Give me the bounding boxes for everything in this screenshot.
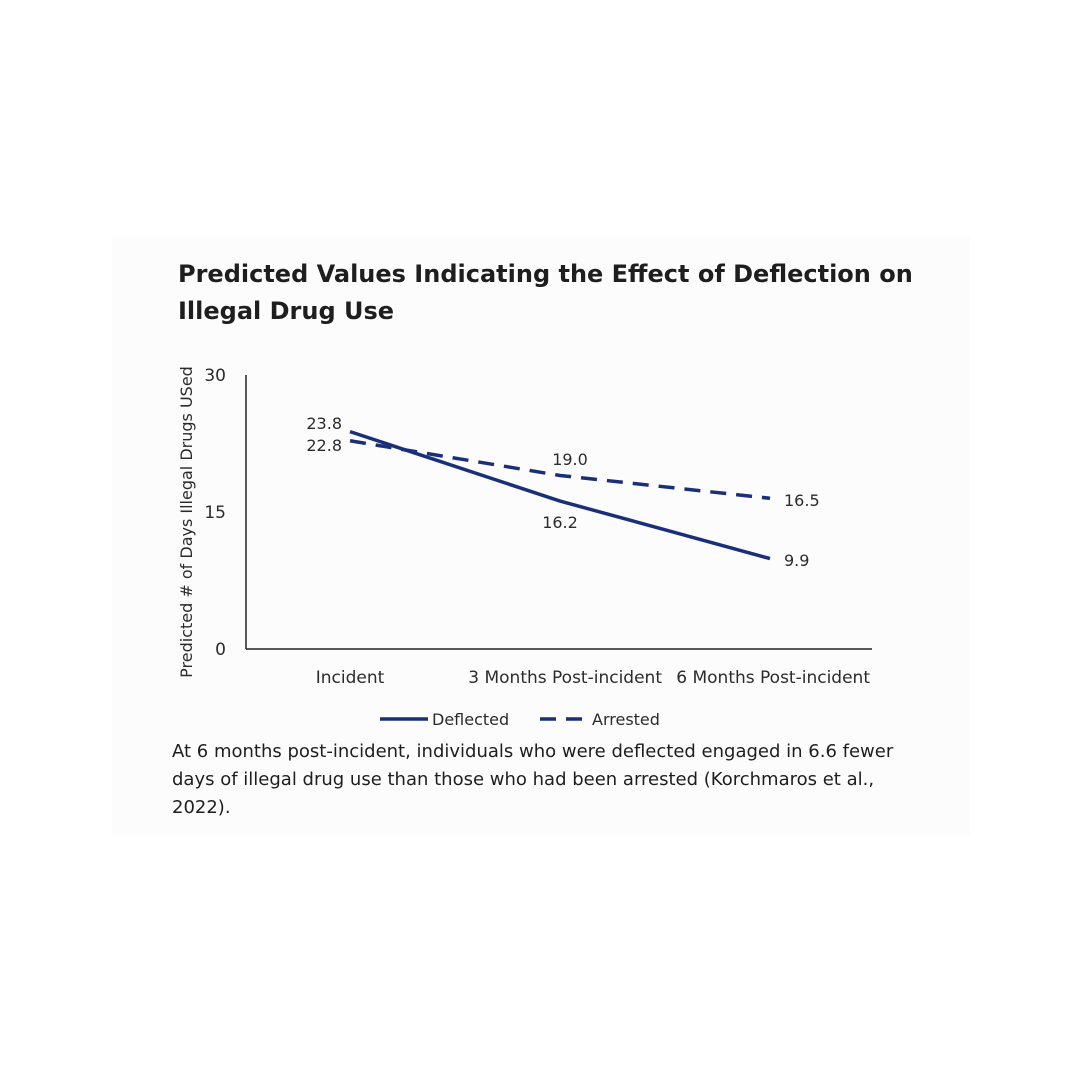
data-label: 19.0 <box>552 450 588 469</box>
chart-title: Predicted Values Indicating the Effect o… <box>178 260 913 325</box>
series-line-arrested <box>349 439 771 501</box>
legend-label: Arrested <box>592 710 660 729</box>
x-tick-label: Incident <box>316 668 385 688</box>
data-label: 22.8 <box>306 436 342 455</box>
data-label: 9.9 <box>784 551 809 570</box>
chart-caption: At 6 months post-incident, individuals w… <box>172 741 894 818</box>
data-label: 16.5 <box>784 491 820 510</box>
series-line-deflected <box>349 429 771 561</box>
y-axis-title: Predicted # of Days Illegal Drugs USed <box>177 366 196 678</box>
legend-label: Deflected <box>432 710 509 729</box>
y-tick-label: 0 <box>215 640 226 660</box>
data-label: 23.8 <box>306 414 342 433</box>
y-tick-label: 30 <box>204 366 226 386</box>
y-tick-label: 15 <box>204 503 226 523</box>
data-label: 16.2 <box>542 513 578 532</box>
chart-card <box>112 236 970 836</box>
x-tick-label: 3 Months Post-incident <box>468 668 662 688</box>
x-tick-label: 6 Months Post-incident <box>676 668 870 688</box>
